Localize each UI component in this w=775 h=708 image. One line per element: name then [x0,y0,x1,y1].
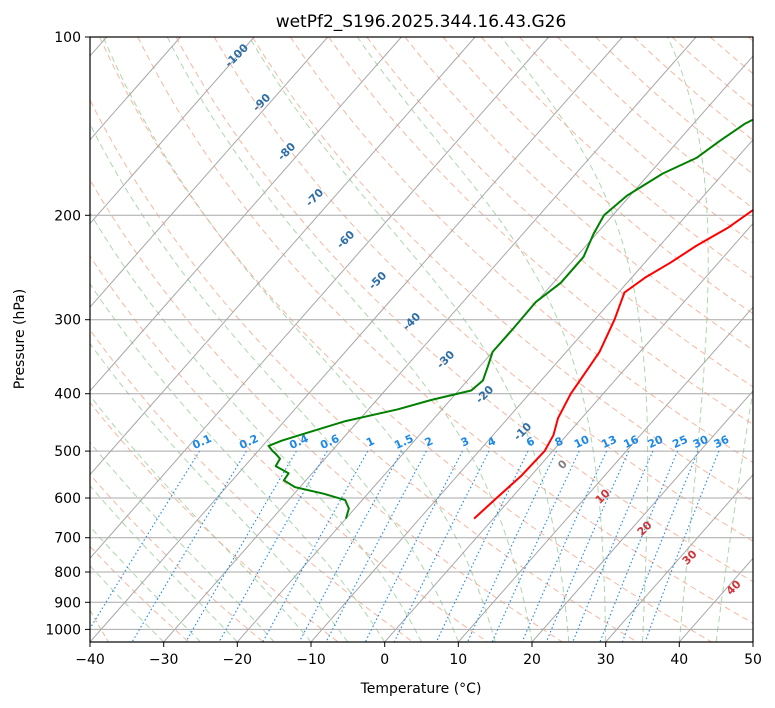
y-tick-label: 800 [54,565,81,581]
dewpoint-profile-line [267,118,753,519]
moist-adiabats [90,37,753,642]
y-tick-label: 500 [54,444,81,460]
mixing-ratio-lines [90,450,720,642]
mixing-ratio-line [491,450,580,642]
dry-adiabats [90,37,753,642]
x-tick-label: 40 [670,652,688,668]
dry-adiabat-line [595,37,753,175]
x-tick-label: −20 [223,652,253,668]
moist-adiabat-line [90,441,275,642]
x-tick-label: 30 [597,652,615,668]
moist-adiabat-line [90,484,238,642]
y-tick-label: 1000 [45,622,81,638]
y-tick-label: 700 [54,531,81,547]
isotherm-line [90,37,255,225]
dry-adiabat-line [519,37,753,244]
isotherm-line [90,37,181,141]
moist-adiabat-line [356,37,607,642]
x-axis-label: Temperature (°C) [360,681,482,697]
isotherm-line [90,37,550,560]
dry-adiabat-line [404,37,753,351]
dry-adiabat-line [99,37,712,642]
x-tick-label: 50 [744,652,762,668]
x-tick-label: −30 [149,652,179,668]
y-tick-label: 200 [54,208,81,224]
y-tick-label: 300 [54,313,81,329]
mixing-ratio-label: 13 [599,433,618,451]
dry-adiabat-line [366,37,753,388]
mixing-ratio-line [185,450,297,642]
x-tick-label: −10 [296,652,326,668]
moist-adiabat-line [90,282,386,642]
isotherm-line [90,37,476,476]
dry-adiabat-line [90,255,488,642]
x-tick-label: −40 [75,652,105,668]
mixing-ratio-label: 10 [572,433,592,451]
dry-adiabat-line [633,37,753,141]
x-tick-label: 10 [449,652,467,668]
mixing-ratio-line [298,450,402,642]
mixing-ratio-line [131,450,247,642]
mixing-ratio-line [572,450,654,642]
mixing-ratio-label: 30 [691,433,711,451]
y-tick-label: 900 [54,595,81,611]
dry-adiabat-line [90,178,563,642]
isobars [90,37,753,630]
isotherm-line [90,37,623,642]
y-tick-label: 600 [54,491,81,507]
mixing-ratio-line [545,450,630,642]
mixing-ratio-line [262,450,369,642]
dry-adiabat-line [213,37,753,542]
moist-adiabat-line [90,211,422,642]
y-axis-label: Pressure (hPa) [12,289,28,389]
y-axis: 100 200 300 400 500 600 700 800 900 1000 [45,30,90,638]
x-tick-label: 0 [380,652,389,668]
mixing-ratio-label: 20 [646,433,666,451]
dry-adiabat-line [90,98,638,642]
moist-adiabat-line [90,123,459,642]
isotherm-line [531,390,753,642]
plot-frame [89,36,754,643]
dry-adiabat-line [480,37,753,279]
moist-adiabat-line [500,37,649,642]
moist-adiabat-line [166,37,533,642]
mixing-ratio-label: 16 [622,433,642,451]
mixing-ratio-line [325,450,427,642]
mixing-ratio-line [435,450,529,642]
mixing-ratio-line [599,450,679,642]
isotherm-line [310,138,753,642]
moist-adiabat-line [715,387,753,642]
moist-adiabat-line [248,37,570,642]
y-tick-label: 100 [54,30,81,46]
mixing-ratio-label: 25 [670,433,689,451]
mixing-ratio-line [90,450,200,630]
chart-title: wetPf2_S196.2025.344.16.43.G26 [276,12,567,32]
y-tick-label: 400 [54,387,81,403]
mixing-ratio-line [521,450,608,642]
mixing-ratio-line [218,450,328,642]
data-series [267,118,753,520]
x-axis: −40 −30 −20 −10 0 10 20 30 40 50 [75,642,762,668]
isotherm-line [90,37,329,308]
x-tick-label: 20 [523,652,541,668]
dry-adiabat-line [137,37,753,624]
moist-adiabat-line [102,37,496,642]
plot-area: 0.1 0.2 0.4 0.6 1 1.5 2 3 4 6 8 10 13 16 20 25 30 36-100-… [90,37,753,642]
isotherm-line [605,473,753,642]
isotherm-line [457,306,753,642]
dry-adiabat-line [175,37,753,583]
dry-adiabat-line [251,37,753,502]
isotherm-line [384,222,753,642]
moist-adiabat-line [90,342,349,642]
isotherm-line [163,37,697,642]
isotherm-line [90,37,402,392]
temperature-profile-line [473,208,753,520]
mixing-ratio-label: 36 [712,433,732,451]
dry-adiabat-line [90,401,339,642]
